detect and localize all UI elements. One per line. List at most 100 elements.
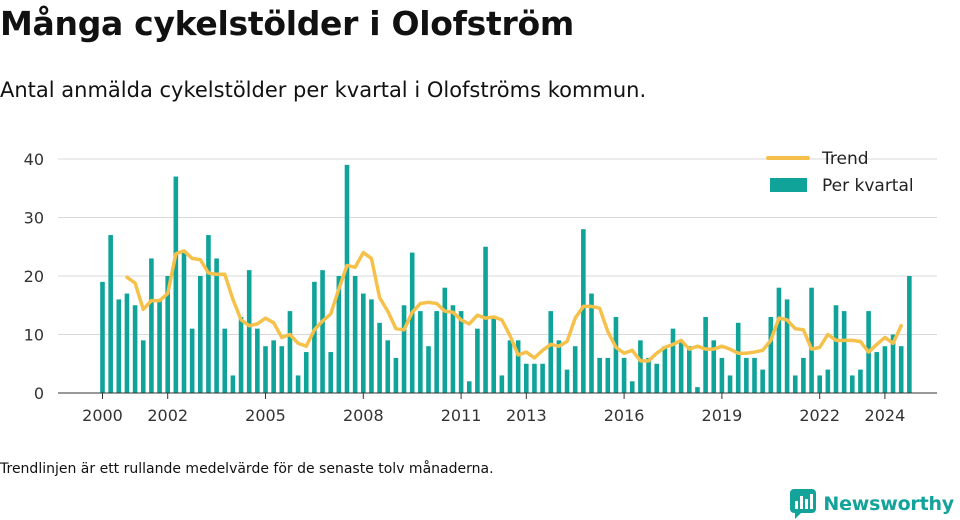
- bar: [621, 357, 627, 393]
- bar: [279, 346, 285, 393]
- y-tick-label: 30: [24, 209, 44, 228]
- bar: [662, 346, 668, 393]
- bar: [532, 363, 537, 393]
- x-tick-label: 2019: [702, 406, 743, 425]
- chart-subtitle: Antal anmälda cykelstölder per kvartal i…: [0, 78, 647, 102]
- bar: [222, 328, 228, 393]
- x-axis: 2000 2002 2005 2008 2011 2013 2016 2019 2022 2024: [58, 392, 937, 425]
- bar: [760, 369, 765, 393]
- bar: [491, 316, 496, 393]
- bar: [646, 357, 651, 393]
- bar: [108, 235, 113, 393]
- bar: [572, 346, 578, 393]
- bar: [385, 340, 391, 393]
- bar: [703, 316, 708, 393]
- x-tick-label: 2011: [441, 406, 482, 425]
- bar: [727, 375, 733, 393]
- bar: [540, 363, 545, 393]
- bar: [132, 305, 138, 393]
- bar: [466, 381, 472, 393]
- bar: [890, 334, 896, 393]
- legend-trend-label: Trend: [821, 149, 869, 169]
- bar: [352, 276, 358, 393]
- bar: [597, 357, 602, 393]
- legend-bar-label: Per kvartal: [822, 176, 914, 196]
- bar: [238, 316, 244, 393]
- bar: [613, 316, 619, 393]
- bar: [858, 369, 863, 393]
- bar: [442, 287, 448, 393]
- bar: [801, 357, 806, 393]
- bar: [116, 299, 122, 393]
- bar: [157, 299, 162, 393]
- legend: Trend Per kvartal: [766, 149, 914, 196]
- y-axis-ticks: 0 10 20 30 40: [24, 150, 44, 403]
- footnote: Trendlinjen är ett rullande medelvärde f…: [0, 461, 494, 477]
- bar: [654, 363, 659, 393]
- bar: [295, 375, 301, 393]
- bar: [401, 305, 407, 393]
- trend-line: [125, 249, 903, 363]
- bar: [214, 258, 219, 393]
- bar: [263, 346, 268, 393]
- bar: [426, 346, 431, 393]
- bar: [230, 375, 236, 393]
- bar: [344, 164, 350, 393]
- bar: [524, 363, 529, 393]
- bar: [792, 375, 798, 393]
- bar: [418, 311, 423, 393]
- bar: [735, 322, 741, 393]
- bar: [140, 340, 146, 393]
- bar: [255, 328, 260, 393]
- y-tick-label: 10: [24, 326, 44, 345]
- brand-name: Newsworthy: [823, 493, 954, 515]
- bar: [165, 276, 170, 393]
- bar: [898, 346, 904, 393]
- x-tick-label: 2016: [604, 406, 645, 425]
- bar: [564, 369, 570, 393]
- bar: [393, 357, 399, 393]
- bar: [507, 340, 513, 393]
- bar: [458, 311, 464, 393]
- bar: [499, 375, 505, 393]
- bar: [711, 340, 717, 393]
- bar: [409, 252, 415, 393]
- bar: [670, 328, 676, 393]
- bar: [678, 340, 684, 393]
- bar: [287, 311, 293, 393]
- bar: [841, 311, 847, 393]
- bar: [271, 340, 276, 393]
- bar: [589, 293, 594, 393]
- newsworthy-logo-icon: [790, 489, 817, 519]
- bar: [882, 346, 888, 393]
- bar: [434, 311, 439, 393]
- bar: [515, 340, 521, 393]
- y-tick-label: 0: [34, 384, 44, 403]
- bar: [638, 340, 643, 393]
- x-tick-label: 2002: [147, 406, 188, 425]
- y-tick-label: 20: [24, 267, 44, 286]
- brand[interactable]: Newsworthy: [789, 488, 954, 520]
- bar: [149, 258, 154, 393]
- bar: [687, 346, 692, 393]
- bar: [874, 352, 880, 393]
- x-tick-label: 2005: [245, 406, 286, 425]
- x-tick-label: 2024: [865, 406, 906, 425]
- bar: [475, 328, 480, 393]
- bar: [377, 322, 382, 393]
- bar: [768, 316, 774, 393]
- bar: [581, 229, 586, 393]
- bar: [695, 387, 700, 393]
- y-tick-label: 40: [24, 150, 44, 169]
- bar: [719, 357, 725, 393]
- trend-line-group: [125, 249, 903, 363]
- bar: [336, 276, 342, 393]
- bar: [784, 299, 790, 393]
- bar: [173, 176, 179, 393]
- bar: [450, 305, 456, 393]
- bar: [833, 305, 839, 393]
- bar: [483, 246, 488, 393]
- bar: [752, 357, 757, 393]
- bar: [907, 276, 912, 393]
